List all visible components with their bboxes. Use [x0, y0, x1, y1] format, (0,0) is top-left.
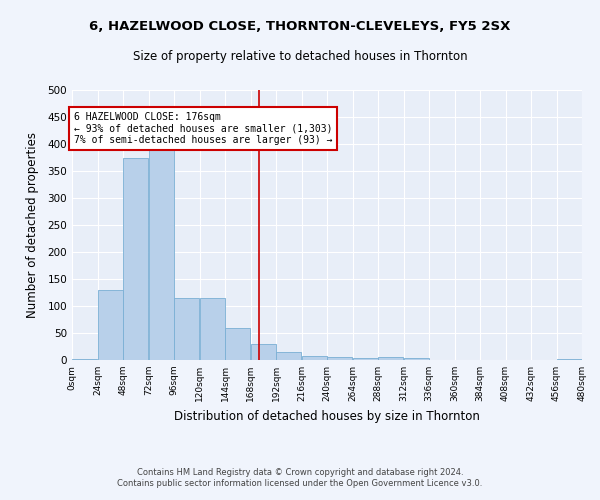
Bar: [174, 298, 199, 360]
Bar: [404, 358, 428, 360]
Bar: [97, 290, 122, 360]
Y-axis label: Number of detached properties: Number of detached properties: [26, 132, 39, 318]
Bar: [199, 298, 224, 360]
Bar: [72, 359, 97, 360]
Bar: [149, 136, 173, 360]
Text: Contains HM Land Registry data © Crown copyright and database right 2024.
Contai: Contains HM Land Registry data © Crown c…: [118, 468, 482, 487]
Bar: [123, 158, 148, 360]
Bar: [276, 352, 301, 360]
Text: Size of property relative to detached houses in Thornton: Size of property relative to detached ho…: [133, 50, 467, 63]
Bar: [225, 328, 250, 360]
X-axis label: Distribution of detached houses by size in Thornton: Distribution of detached houses by size …: [174, 410, 480, 422]
Bar: [327, 358, 352, 360]
Bar: [378, 358, 403, 360]
Text: 6, HAZELWOOD CLOSE, THORNTON-CLEVELEYS, FY5 2SX: 6, HAZELWOOD CLOSE, THORNTON-CLEVELEYS, …: [89, 20, 511, 33]
Bar: [302, 356, 326, 360]
Bar: [353, 358, 377, 360]
Text: 6 HAZELWOOD CLOSE: 176sqm
← 93% of detached houses are smaller (1,303)
7% of sem: 6 HAZELWOOD CLOSE: 176sqm ← 93% of detac…: [74, 112, 332, 145]
Bar: [251, 344, 275, 360]
